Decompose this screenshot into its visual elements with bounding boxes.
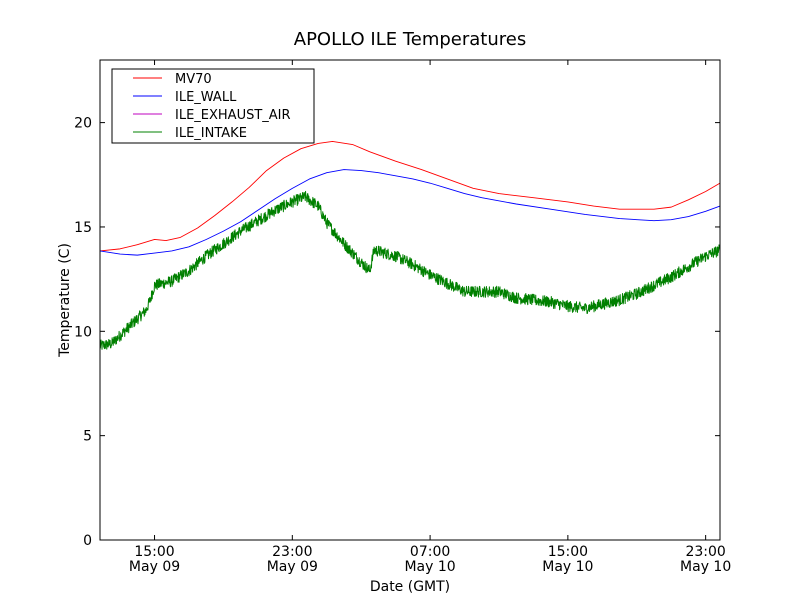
y-axis: 0 5 10 15 20 (74, 116, 720, 549)
x-tick-label-date: May 09 (267, 559, 318, 575)
series-line-mv70 (99, 140, 721, 252)
plot-area (99, 59, 721, 541)
x-tick-label-time: 23:00 (272, 544, 312, 560)
x-tick-label-date: May 10 (680, 559, 731, 575)
chart-title: APOLLO ILE Temperatures (294, 29, 526, 50)
legend-label: ILE_WALL (175, 90, 237, 105)
series-line-ile-intake (99, 190, 721, 350)
x-tick-label-time: 15:00 (134, 544, 174, 560)
x-tick-label-date: May 10 (542, 559, 593, 575)
x-tick-label-time: 23:00 (685, 544, 725, 560)
legend-label: ILE_INTAKE (175, 126, 247, 141)
x-tick-label-date: May 10 (404, 559, 455, 575)
y-tick-label: 20 (74, 116, 92, 132)
legend-label: ILE_EXHAUST_AIR (175, 108, 291, 123)
y-tick-label: 10 (74, 324, 92, 340)
y-tick-label: 15 (74, 220, 92, 236)
series-line-ile-wall (99, 169, 721, 256)
legend: MV70 ILE_WALL ILE_EXHAUST_AIR ILE_INTAKE (111, 68, 315, 144)
legend-box (111, 68, 315, 144)
x-axis-label: Date (GMT) (370, 579, 450, 595)
y-tick-label: 5 (83, 429, 92, 445)
plot-frame (99, 59, 721, 541)
legend-label: MV70 (175, 72, 212, 87)
y-axis-label: Temperature (C) (57, 243, 73, 358)
x-tick-label-time: 15:00 (548, 544, 588, 560)
x-tick-label-date: May 09 (129, 559, 180, 575)
y-tick-label: 0 (83, 533, 92, 549)
x-tick-label-time: 07:00 (410, 544, 450, 560)
